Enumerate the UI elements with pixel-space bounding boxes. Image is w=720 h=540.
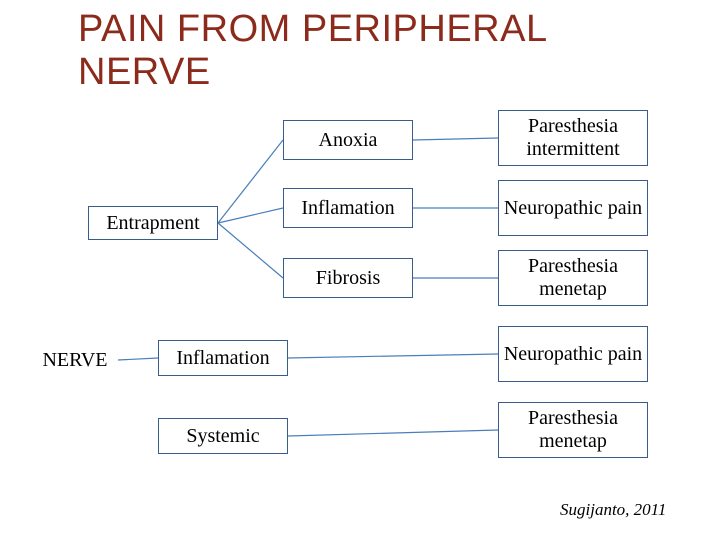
node-neuropathic-2: Neuropathic pain bbox=[498, 326, 648, 382]
edge bbox=[218, 223, 283, 278]
label-nerve: NERVE bbox=[30, 348, 120, 372]
edge bbox=[118, 358, 158, 360]
edge bbox=[288, 430, 498, 436]
node-paresthesia-intermittent: Paresthesia intermittent bbox=[498, 110, 648, 166]
node-entrapment: Entrapment bbox=[88, 206, 218, 240]
edge bbox=[288, 354, 498, 358]
node-paresthesia-menetap-2: Paresthesia menetap bbox=[498, 402, 648, 458]
node-inflamation-1: Inflamation bbox=[283, 188, 413, 228]
node-systemic: Systemic bbox=[158, 418, 288, 454]
node-fibrosis: Fibrosis bbox=[283, 258, 413, 298]
slide-title: PAIN FROM PERIPHERAL NERVE bbox=[78, 8, 678, 94]
node-anoxia: Anoxia bbox=[283, 120, 413, 160]
edge bbox=[218, 140, 283, 223]
node-inflamation-2: Inflamation bbox=[158, 340, 288, 376]
footer-citation: Sugijanto, 2011 bbox=[560, 500, 666, 520]
node-paresthesia-menetap-1: Paresthesia menetap bbox=[498, 250, 648, 306]
edge bbox=[413, 138, 498, 140]
node-neuropathic-1: Neuropathic pain bbox=[498, 180, 648, 236]
edge bbox=[218, 208, 283, 223]
